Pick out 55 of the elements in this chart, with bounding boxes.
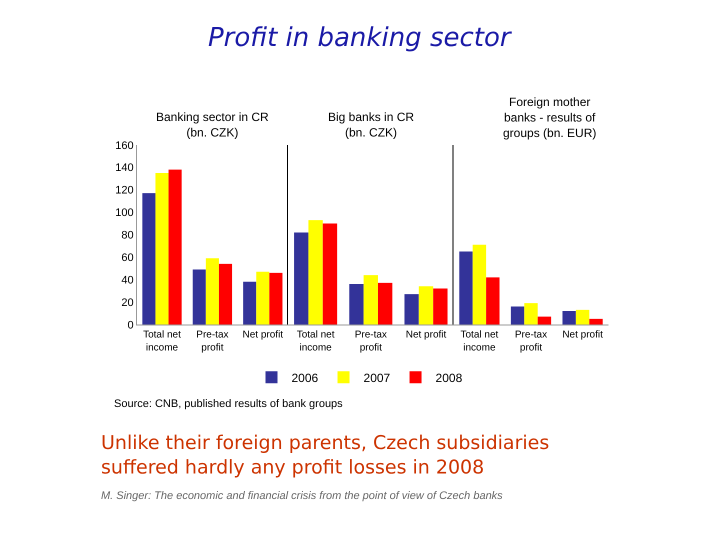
- y-tick-label: 60: [121, 252, 134, 264]
- x-tick-label: Net profit: [242, 329, 284, 340]
- y-tick-label: 120: [115, 184, 134, 197]
- bar: [589, 318, 603, 324]
- bar: [538, 316, 552, 324]
- bar: [294, 232, 308, 324]
- legend-label: 2007: [364, 370, 391, 385]
- x-tick-label: Pre-tax profit: [354, 329, 387, 354]
- bar: [510, 306, 524, 324]
- bar: [142, 193, 156, 324]
- y-tick-label: 40: [121, 274, 134, 286]
- text: Profit in banking sector: [208, 23, 513, 53]
- bar: [418, 286, 434, 324]
- y-tick-label: 20: [121, 296, 134, 309]
- bar: [562, 310, 576, 324]
- bar: [308, 220, 323, 324]
- x-tick-label: Pre-tax profit: [514, 329, 548, 354]
- bar: [155, 172, 169, 324]
- x-tick-label: Net profit: [406, 329, 447, 340]
- x-tick-label: Net profit: [562, 329, 604, 340]
- bar: [524, 303, 538, 324]
- bar: [168, 170, 182, 324]
- source-note: Source: CNB, published results of bank groups: [114, 398, 344, 410]
- x-tick-label: Total net income: [460, 329, 499, 354]
- y-tick-label: 140: [115, 162, 134, 174]
- text: M. Singer: The economic and financial crisis from the point of view of Czech banks: [101, 490, 504, 502]
- bar: [218, 264, 232, 324]
- legend-label: 2006: [292, 370, 319, 385]
- bar: [364, 275, 378, 324]
- bar: [433, 288, 448, 324]
- y-tick-label: 0: [127, 319, 134, 332]
- x-tick-label: Total net income: [143, 329, 182, 354]
- bar: [256, 272, 270, 324]
- bar: [404, 294, 419, 324]
- bar: [206, 258, 219, 324]
- bar: [243, 282, 256, 324]
- text: Unlike their foreign parents, Czech subsidiaries suffered hardly any profit losses in 2008: [101, 432, 550, 479]
- x-tick-label: Pre-tax profit: [196, 329, 229, 354]
- bar: [472, 244, 486, 324]
- legend-label: 2008: [436, 370, 463, 385]
- bar: [486, 277, 500, 324]
- bar: [378, 282, 392, 324]
- chart-title: Banking sector in CR (bn. CZK): [156, 110, 270, 140]
- bar: [269, 272, 282, 324]
- bar: [322, 223, 338, 324]
- chart-title: Foreign mother banks - results of groups (bn. EUR): [503, 95, 596, 140]
- y-tick-label: 100: [115, 207, 134, 220]
- chart-title: Big banks in CR (bn. CZK): [328, 110, 414, 140]
- bar: [349, 284, 364, 324]
- bar: [459, 252, 473, 324]
- bar: [576, 310, 590, 324]
- x-tick-label: Total net income: [296, 329, 335, 354]
- y-tick-label: 160: [115, 140, 134, 152]
- bar: [192, 269, 206, 324]
- y-tick-label: 80: [121, 230, 134, 242]
